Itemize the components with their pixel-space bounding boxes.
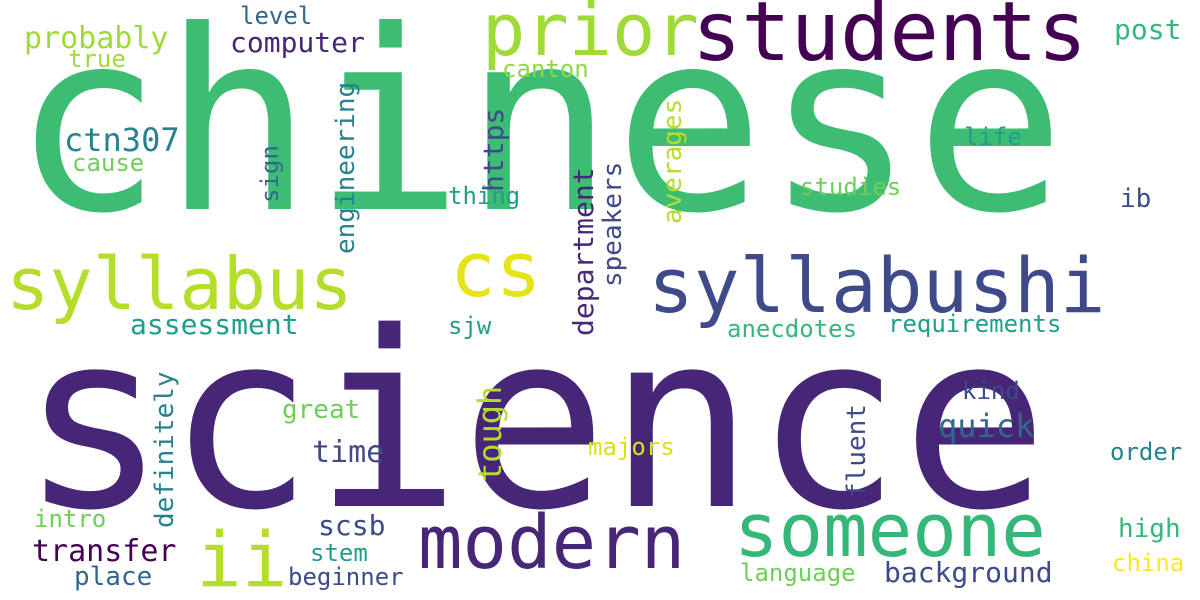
word-cause: cause (72, 149, 145, 177)
word-chinese: chinese (12, 0, 1066, 268)
word-great: great (282, 395, 361, 425)
word-ii: ii (196, 515, 288, 600)
word-speakers: speakers (598, 161, 628, 287)
word-assessment: assessment (130, 308, 299, 341)
word-time: time (312, 435, 385, 470)
word-department: department (567, 167, 600, 336)
word-syllabus: syllabus (6, 242, 353, 326)
word-cs: cs (450, 225, 542, 314)
word-probably: probably (24, 21, 169, 56)
word-china: china (1112, 549, 1185, 577)
word-language: language (740, 559, 856, 587)
word-quick: quick (938, 407, 1035, 445)
word-thing: thing (448, 182, 521, 210)
word-ib: ib (1120, 184, 1152, 214)
word-order: order (1110, 438, 1183, 466)
word-students: students (692, 0, 1087, 80)
word-stem: stem (310, 539, 368, 567)
word-canton: canton (502, 55, 589, 83)
word-studies: studies (800, 173, 902, 201)
word-prior: prior (482, 0, 699, 72)
word-level: level (240, 2, 313, 30)
word-modern: modern (418, 500, 686, 586)
word-requirements: requirements (888, 310, 1062, 338)
word-engineering: engineering (331, 81, 361, 254)
word-high: high (1118, 514, 1181, 544)
word-sjw: sjw (448, 312, 492, 340)
word-post: post (1114, 13, 1182, 46)
word-someone: someone (734, 488, 1046, 574)
word-definitely: definitely (150, 371, 180, 528)
word-kind: kind (962, 377, 1020, 405)
word-background: background (884, 556, 1053, 589)
word-averages: averages (658, 98, 688, 224)
word-https: https (477, 107, 510, 192)
word-true: true (68, 45, 126, 73)
word-majors: majors (588, 433, 675, 461)
word-syllabushi: syllabushi (648, 241, 1106, 330)
word-place: place (74, 562, 153, 592)
word-tough: tough (471, 385, 509, 482)
word-computer: computer (230, 26, 365, 59)
word-fluent: fluent (842, 404, 872, 498)
word-transfer: transfer (32, 534, 177, 569)
word-beginner: beginner (288, 563, 404, 591)
word-life: life (964, 123, 1022, 151)
word-scsb: scsb (318, 509, 386, 542)
word-intro: intro (34, 505, 107, 533)
word-ctn307: ctn307 (64, 121, 180, 159)
word-science: science (20, 280, 1049, 564)
word-sign: sign (256, 145, 284, 203)
word-anecdotes: anecdotes (727, 315, 858, 343)
